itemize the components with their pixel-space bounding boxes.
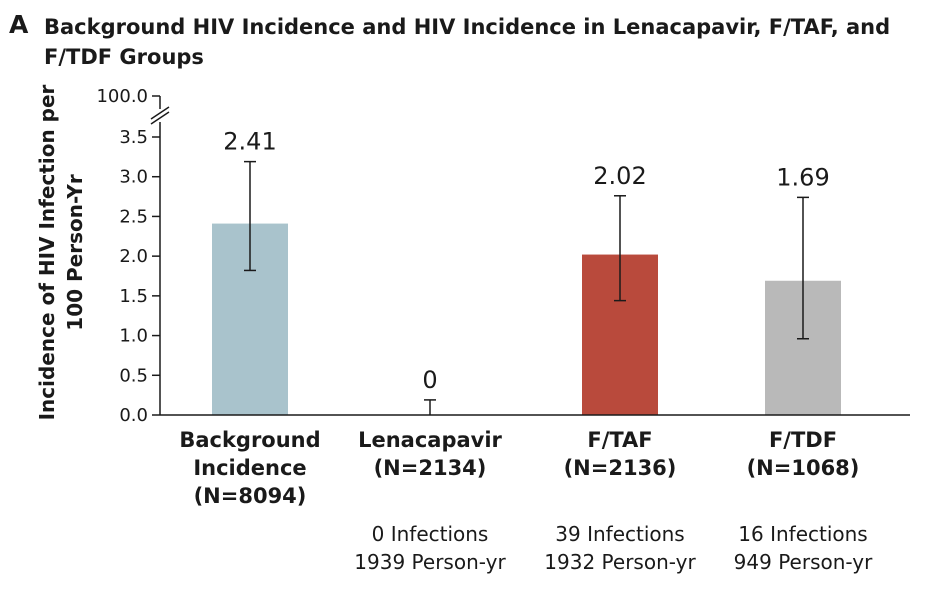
category-n: (N=2136) — [563, 456, 677, 480]
value-label: 1.69 — [776, 163, 829, 191]
category-background: Background Incidence (N=8094) — [155, 426, 345, 510]
y-tick-label: 1.5 — [119, 286, 148, 307]
chart-title: Background HIV Incidence and HIV Inciden… — [44, 15, 891, 69]
category-ftdf: F/TDF (N=1068) — [718, 426, 888, 482]
note-ftdf: 16 Infections 949 Person-yr — [713, 520, 893, 576]
y-tick-label: 0.5 — [119, 365, 148, 386]
y-tick-label: 1.0 — [119, 326, 148, 347]
y-tick-label: 2.5 — [119, 206, 148, 227]
note-person-years: 949 Person-yr — [733, 550, 873, 574]
value-label: 2.41 — [223, 128, 276, 156]
y-tick-label: 3.0 — [119, 167, 148, 188]
category-lenacapavir: Lenacapavir (N=2134) — [345, 426, 515, 482]
panel-letter: A — [9, 10, 29, 39]
category-n: (N=1068) — [746, 456, 860, 480]
category-n: (N=2134) — [373, 456, 487, 480]
note-infections: 0 Infections — [371, 522, 489, 546]
category-ftaf: F/TAF (N=2136) — [535, 426, 705, 482]
y-tick-label: 0.0 — [119, 405, 148, 426]
value-label: 2.02 — [593, 162, 646, 190]
y-tick-label: 100.0 — [96, 86, 148, 107]
y-tick-label: 3.5 — [119, 127, 148, 148]
y-tick-label: 2.0 — [119, 246, 148, 267]
note-person-years: 1939 Person-yr — [354, 550, 506, 574]
value-label: 0 — [422, 366, 437, 394]
axis-break-mark — [150, 111, 170, 125]
note-person-years: 1932 Person-yr — [544, 550, 696, 574]
category-label: Background Incidence — [179, 428, 321, 480]
note-infections: 39 Infections — [555, 522, 685, 546]
note-ftaf: 39 Infections 1932 Person-yr — [530, 520, 710, 576]
category-label: F/TDF — [768, 428, 838, 452]
category-label: Lenacapavir — [358, 428, 502, 452]
note-lenacapavir: 0 Infections 1939 Person-yr — [340, 520, 520, 576]
category-label: F/TAF — [587, 428, 653, 452]
category-n: (N=8094) — [193, 484, 307, 508]
note-infections: 16 Infections — [738, 522, 868, 546]
axis-break-mark — [150, 106, 170, 120]
